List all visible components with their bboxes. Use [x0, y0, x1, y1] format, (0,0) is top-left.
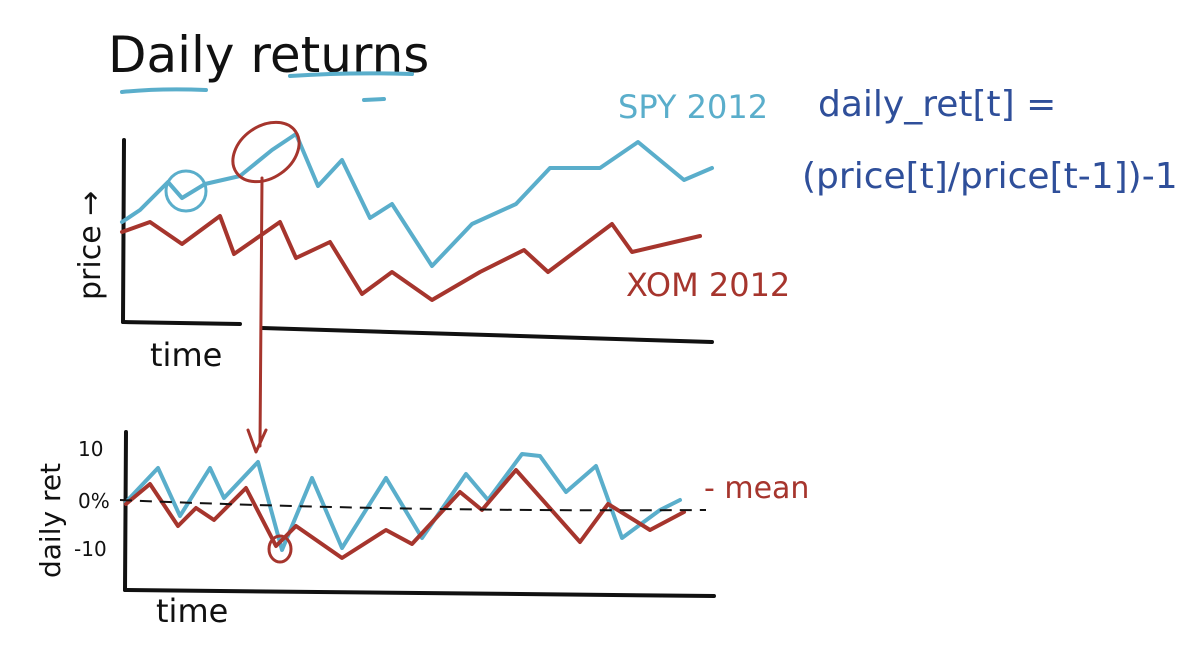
- large-highlight-circle: [231, 120, 301, 184]
- mean-label: - mean: [704, 471, 809, 506]
- title-underline-tick: [362, 97, 386, 102]
- connector-arrow: [246, 176, 268, 454]
- bottom-x-axis: [123, 588, 716, 598]
- top-x-axis: [121, 320, 714, 344]
- xom-return-line: [124, 468, 686, 560]
- mean-line: [119, 499, 707, 512]
- tick-label-0: 0%: [78, 489, 110, 513]
- spy-return-line: [124, 452, 682, 552]
- small-highlight-circle: [164, 169, 208, 213]
- title-underline-right: [288, 71, 414, 78]
- bottom-y-axis: [123, 430, 128, 592]
- bottom-chart: daily ret time 10 0% -10 - mean: [34, 430, 809, 630]
- formula-line-2: (price[t]/price[t-1])-1: [802, 156, 1178, 197]
- xom-series-label: XOM 2012: [626, 266, 790, 304]
- tick-label-neg-10: -10: [74, 537, 107, 561]
- spy-series-label: SPY 2012: [618, 88, 768, 126]
- spy-price-line: [120, 132, 714, 268]
- top-chart: price → time SPY 2012 XOM 2012: [73, 88, 790, 374]
- tick-label-10: 10: [78, 437, 103, 461]
- formula-line-1: daily_ret[t] =: [818, 84, 1056, 125]
- top-x-label: time: [150, 336, 222, 374]
- return-highlight-circle: [267, 534, 293, 564]
- bottom-y-label: daily ret: [34, 463, 67, 578]
- top-y-label: price →: [73, 191, 108, 300]
- xom-price-line: [120, 214, 702, 302]
- bottom-x-label: time: [156, 592, 228, 630]
- title-underline-left: [120, 87, 208, 94]
